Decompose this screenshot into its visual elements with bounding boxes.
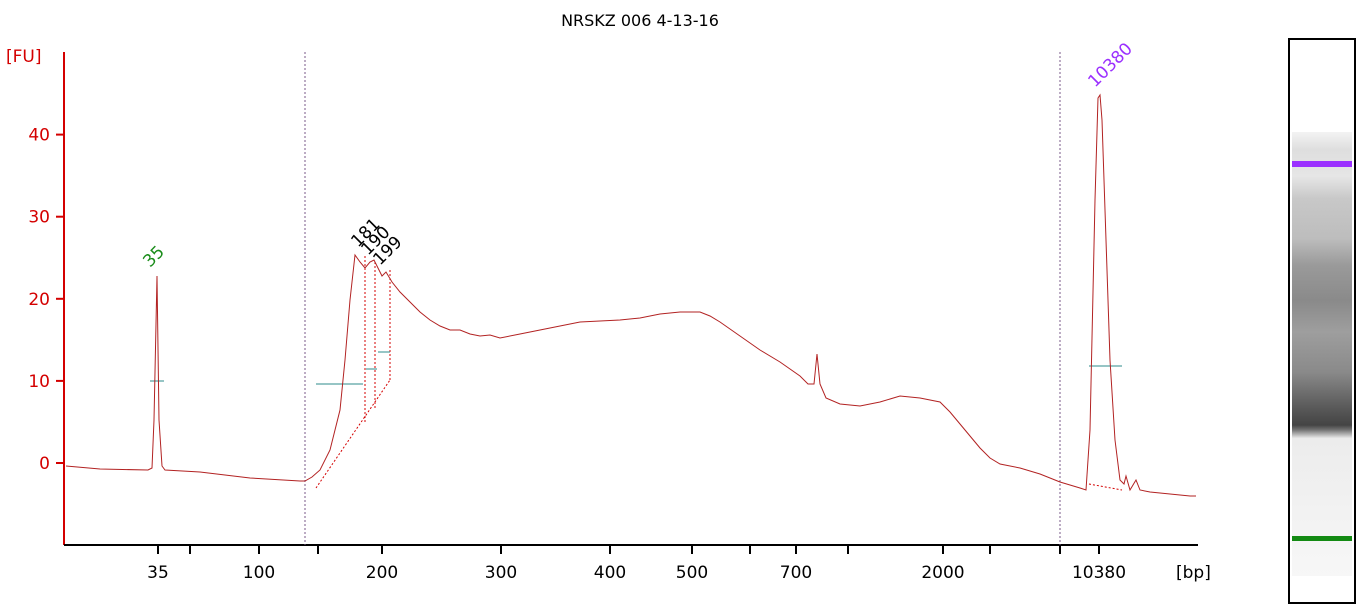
y-tick-label: 20 <box>28 290 50 310</box>
y-axis: [FU] 0 10 20 30 40 <box>6 47 65 545</box>
gel-lane-panel <box>1288 38 1356 604</box>
lane-smear <box>1292 132 1352 576</box>
electropherogram: NRSKZ 006 4-13-16 [FU] 0 10 20 30 40 35 100 20… <box>6 11 1211 583</box>
gel-lane <box>1292 132 1352 576</box>
trace-line <box>65 93 1196 497</box>
x-tick-label: 700 <box>780 563 812 583</box>
upper-marker-band <box>1292 161 1352 167</box>
y-tick-label: 30 <box>28 208 50 228</box>
x-tick-label: 400 <box>594 563 626 583</box>
x-tick-label: 35 <box>147 563 169 583</box>
y-tick-label: 0 <box>39 454 50 474</box>
peak-integration <box>315 256 1123 491</box>
peak-width-markers <box>150 351 1122 385</box>
peak-label: 35 <box>139 242 168 271</box>
x-tick-label: 2000 <box>921 563 964 583</box>
x-axis-label: [bp] <box>1176 563 1211 583</box>
lower-marker-band <box>1292 536 1352 541</box>
x-tick-label: 300 <box>485 563 517 583</box>
peak-label: 10380 <box>1084 39 1136 91</box>
x-tick-label: 500 <box>676 563 708 583</box>
y-axis-label: [FU] <box>6 47 42 67</box>
x-tick-label: 10380 <box>1072 563 1126 583</box>
x-axis: 35 100 200 300 400 500 700 2000 10380 [bp] <box>64 544 1211 583</box>
chart-title: NRSKZ 006 4-13-16 <box>561 11 719 30</box>
y-tick-label: 10 <box>28 372 50 392</box>
y-tick-label: 40 <box>28 126 50 146</box>
x-tick-label: 100 <box>243 563 275 583</box>
x-tick-label: 200 <box>366 563 398 583</box>
